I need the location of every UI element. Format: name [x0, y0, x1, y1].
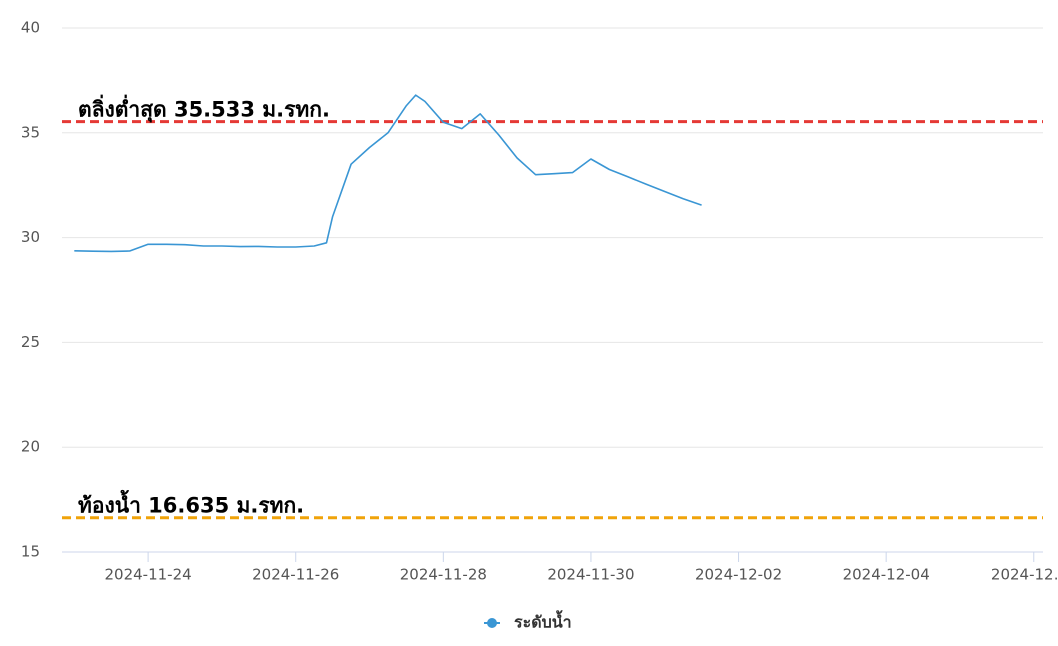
x-tick-label: 2024-11-26 [252, 566, 339, 584]
legend-label: ระดับน้ำ [514, 610, 572, 632]
x-tick-label: 2024-12-04 [843, 566, 930, 584]
y-tick-label: 35 [21, 123, 40, 141]
y-tick-label: 30 [21, 228, 40, 246]
plot-line-label: ท้องน้ำ 16.635 ม.รทก. [78, 490, 304, 518]
plot-line-label: ตลิ่งต่ำสุด 35.533 ม.รทก. [78, 94, 330, 124]
x-tick-label: 2024-11-24 [105, 566, 192, 584]
y-tick-label: 40 [21, 19, 40, 37]
x-tick-label: 2024-11-30 [547, 566, 634, 584]
x-tick-label: 2024-11-28 [400, 566, 487, 584]
series-line [74, 94, 702, 253]
y-tick-label: 25 [21, 333, 40, 351]
y-tick-label: 20 [21, 438, 40, 456]
x-tick-label: 2024-12-02 [695, 566, 782, 584]
y-tick-label: 15 [21, 543, 40, 561]
x-tick-label: 2024-12… [991, 566, 1058, 584]
legend-symbol [487, 618, 497, 628]
